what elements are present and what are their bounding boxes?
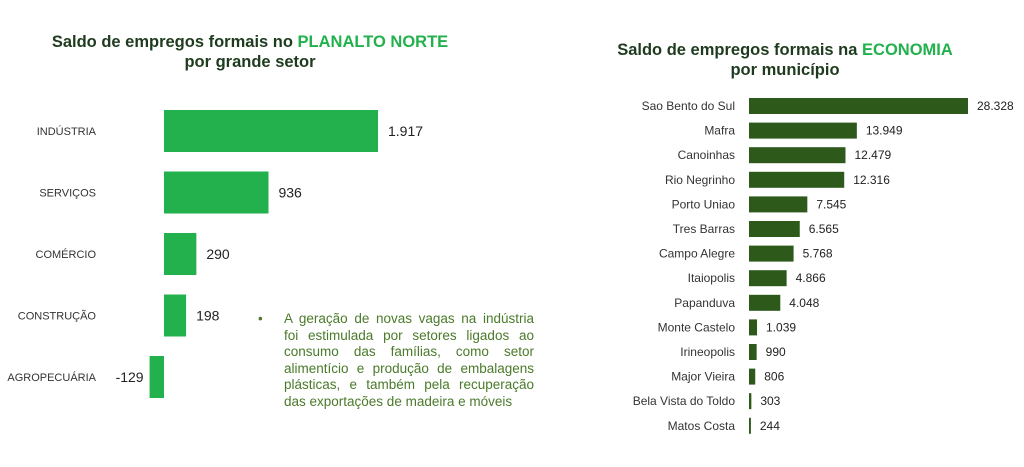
- bar-matos-costa: [749, 417, 751, 434]
- note-bullet: •: [258, 311, 263, 326]
- value-label-comercio: 290: [206, 246, 230, 262]
- value-label-matos-costa: 244: [760, 419, 780, 433]
- category-label-porto-uniao: Porto Uniao: [672, 197, 736, 211]
- bar-sao-bento-do-sul: [749, 98, 968, 114]
- analysis-note: • A geração de novas vagas na indústria …: [258, 311, 534, 410]
- category-label-canoinhas: Canoinhas: [678, 148, 735, 162]
- category-label-comercio: COMÉRCIO: [36, 248, 97, 261]
- value-label-industria: 1.917: [388, 123, 423, 139]
- right-title-highlight: ECONOMIA: [862, 41, 953, 59]
- value-label-campo-alegre: 5.768: [803, 247, 833, 261]
- bar-porto-uniao: [749, 196, 808, 213]
- value-label-monte-castelo: 1.039: [766, 320, 796, 334]
- bar-major-vieira: [749, 368, 756, 385]
- sector-bar-chart: INDÚSTRIA 1.917 SERVIÇOS 936 COMÉRCIO 290 CONS…: [7, 110, 423, 398]
- value-label-tres-barras: 6.565: [809, 222, 839, 236]
- category-label-servicos: SERVIÇOS: [39, 188, 96, 200]
- category-label-agropecuaria: AGROPECUÁRIA: [7, 371, 96, 384]
- bar-agropecuaria: [149, 356, 164, 398]
- bar-servicos: [164, 171, 269, 214]
- category-label-matos-costa: Matos Costa: [668, 419, 736, 433]
- category-label-monte-castelo: Monte Castelo: [658, 320, 736, 334]
- bar-industria: [164, 110, 378, 152]
- bar-campo-alegre: [749, 245, 794, 262]
- bar-canoinhas: [749, 147, 846, 164]
- category-label-tres-barras: Tres Barras: [673, 222, 735, 236]
- category-label-irineopolis: Irineopolis: [680, 345, 735, 359]
- category-label-industria: INDÚSTRIA: [37, 125, 97, 138]
- value-label-agropecuaria: -129: [116, 369, 144, 385]
- category-label-rio-negrinho: Rio Negrinho: [665, 173, 735, 187]
- note-text: A geração de novas vagas na indústria fo…: [284, 311, 534, 409]
- municipality-bar-chart: Sao Bento do Sul 28.328 Mafra 13.949 Canoinh…: [633, 98, 1014, 434]
- bar-irineopolis: [749, 344, 757, 360]
- value-label-major-vieira: 806: [764, 370, 784, 384]
- category-label-campo-alegre: Campo Alegre: [659, 247, 735, 261]
- bar-itaiopolis: [749, 270, 787, 287]
- right-title-part1: Saldo de empregos formais na: [617, 41, 863, 59]
- value-label-porto-uniao: 7.545: [816, 197, 846, 211]
- category-label-sao-bento-do-sul: Sao Bento do Sul: [642, 99, 735, 113]
- category-label-mafra: Mafra: [704, 124, 735, 138]
- category-label-bela-vista-do-toldo: Bela Vista do Toldo: [633, 394, 736, 408]
- bar-construcao: [164, 294, 187, 337]
- value-label-papanduva: 4.048: [789, 296, 819, 310]
- bar-bela-vista-do-toldo: [749, 393, 752, 410]
- category-label-itaiopolis: Itaiopolis: [688, 271, 735, 285]
- left-chart-title: Saldo de empregos formais no PLANALTO NO…: [40, 32, 460, 72]
- value-label-mafra: 13.949: [866, 124, 903, 138]
- category-label-major-vieira: Major Vieira: [671, 370, 735, 384]
- bar-mafra: [749, 122, 857, 139]
- bar-papanduva: [749, 294, 781, 311]
- value-label-construcao: 198: [196, 308, 220, 324]
- value-label-servicos: 936: [278, 185, 302, 201]
- category-label-construcao: CONSTRUÇÃO: [18, 310, 97, 323]
- value-label-bela-vista-do-toldo: 303: [760, 394, 780, 408]
- value-label-irineopolis: 990: [766, 345, 786, 359]
- value-label-itaiopolis: 4.866: [796, 271, 826, 285]
- bar-comercio: [164, 233, 197, 275]
- value-label-sao-bento-do-sul: 28.328: [977, 99, 1014, 113]
- value-label-rio-negrinho: 12.316: [853, 173, 890, 187]
- left-title-part2: por grande setor: [184, 53, 316, 71]
- left-title-highlight: PLANALTO NORTE: [297, 33, 449, 51]
- right-chart-title: Saldo de empregos formais na ECONOMIA po…: [575, 40, 995, 80]
- value-label-canoinhas: 12.479: [854, 148, 891, 162]
- category-label-papanduva: Papanduva: [674, 296, 735, 310]
- bar-rio-negrinho: [749, 171, 845, 188]
- left-title-part1: Saldo de empregos formais no: [51, 33, 298, 51]
- bar-tres-barras: [749, 221, 800, 237]
- bar-monte-castelo: [749, 319, 758, 336]
- right-title-part2: por município: [730, 61, 840, 79]
